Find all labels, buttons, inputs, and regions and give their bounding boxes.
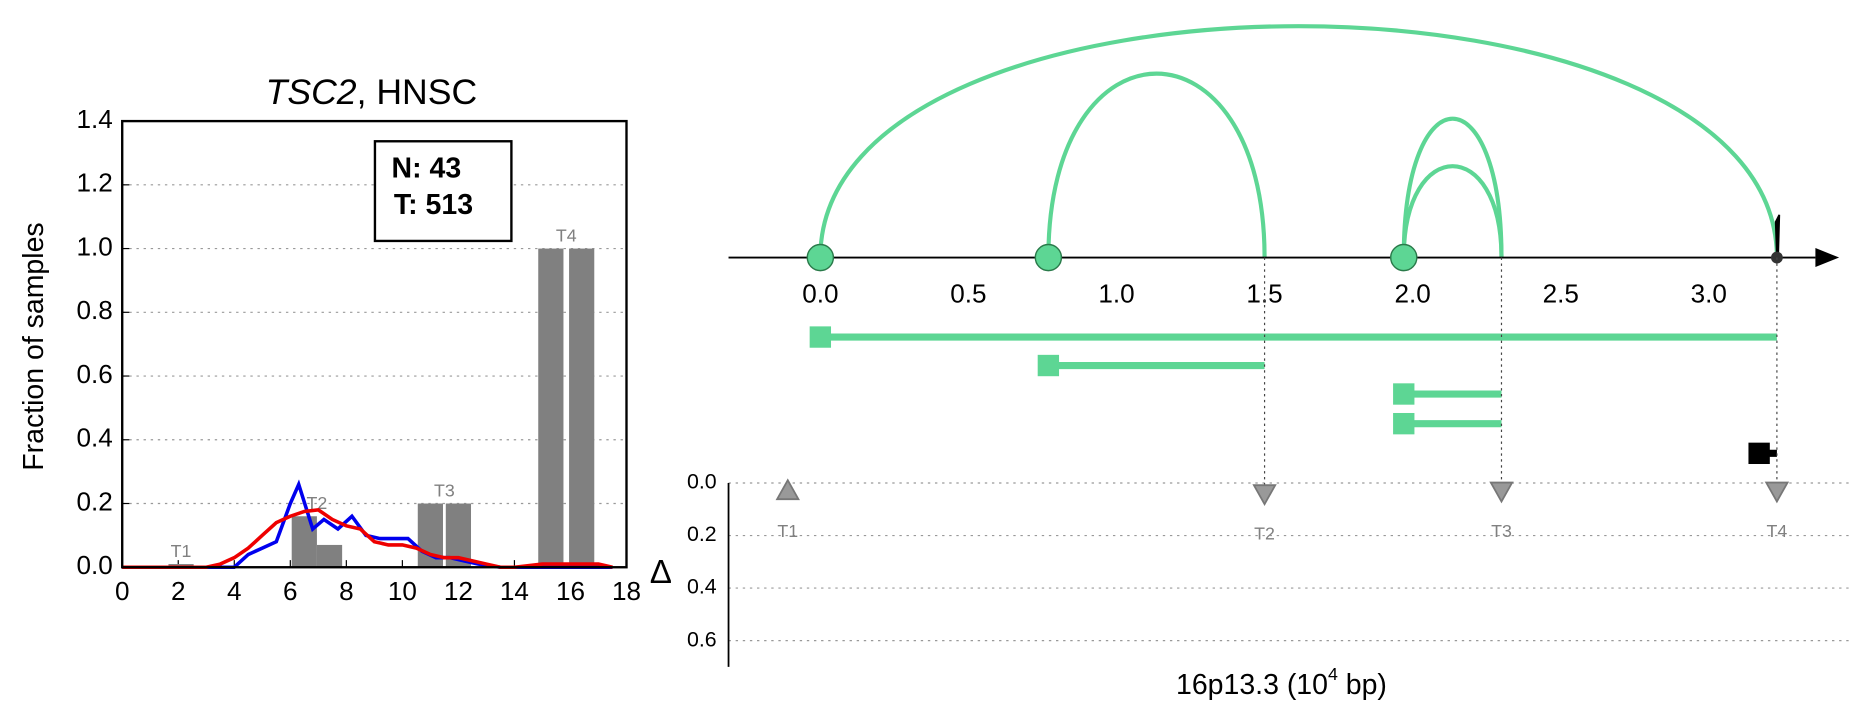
breakpoint bbox=[1034, 243, 1063, 272]
bar bbox=[569, 248, 595, 568]
chart-title: TSC2, HNSC bbox=[266, 72, 478, 112]
x-tick-label: 4 bbox=[227, 576, 242, 606]
marker-label: T2 bbox=[1254, 524, 1275, 544]
bar-group-label: T3 bbox=[434, 480, 455, 500]
arc bbox=[1401, 164, 1504, 258]
y-tick-label: 0.6 bbox=[76, 359, 112, 389]
arc bbox=[1046, 71, 1267, 258]
x-tick-label: 0.5 bbox=[950, 278, 986, 308]
marker bbox=[1489, 481, 1514, 504]
segment-start bbox=[1393, 383, 1415, 405]
bar-group-label: T1 bbox=[171, 541, 192, 561]
segment-start bbox=[809, 326, 832, 348]
bar bbox=[538, 248, 564, 568]
arc bbox=[1401, 116, 1504, 258]
x-label-part: bp) bbox=[1338, 668, 1387, 700]
x-tick-label: 0 bbox=[115, 576, 130, 606]
x-tick-label: 16 bbox=[556, 576, 585, 606]
delta-axis-label: Δ bbox=[650, 554, 672, 591]
x-tick-label: 18 bbox=[612, 576, 641, 606]
x-tick-label: 0.0 bbox=[802, 278, 838, 308]
segment-start bbox=[1748, 442, 1770, 465]
y-tick-label: 0.4 bbox=[687, 575, 717, 599]
y-tick-label: 1.0 bbox=[76, 231, 112, 261]
annotation-box bbox=[373, 140, 513, 243]
x-label-exponent: 4 bbox=[1328, 664, 1338, 684]
line-series bbox=[122, 479, 613, 570]
x-tick-label: 8 bbox=[339, 576, 354, 606]
x-tick-label: 3.0 bbox=[1691, 278, 1727, 308]
segment-start bbox=[1393, 412, 1415, 435]
x-axis-label: 16p13.3 (104 bp) bbox=[1176, 664, 1387, 700]
x-tick-label: 6 bbox=[283, 576, 298, 606]
y-tick-label: 1.2 bbox=[76, 168, 112, 198]
breakpoint bbox=[806, 243, 835, 272]
terminal-spike bbox=[1774, 214, 1781, 258]
annotation-text: N: 43 bbox=[392, 152, 462, 184]
bar bbox=[291, 516, 317, 568]
marker-label: T1 bbox=[777, 521, 798, 541]
y-tick-label: 0.2 bbox=[687, 522, 717, 546]
marker bbox=[1252, 484, 1277, 506]
title-gene: TSC2 bbox=[266, 72, 357, 112]
x-tick-label: 2.0 bbox=[1394, 278, 1430, 308]
y-tick-label: 0.4 bbox=[76, 423, 112, 453]
bar-group-label: T4 bbox=[556, 225, 577, 245]
x-label-part: 16p13.3 (10 bbox=[1176, 668, 1328, 700]
x-tick-label: 10 bbox=[388, 576, 417, 606]
title-rest: , HNSC bbox=[357, 72, 478, 112]
bar bbox=[316, 544, 343, 568]
x-tick-label: 2 bbox=[171, 576, 186, 606]
breakpoint bbox=[1389, 243, 1418, 272]
annotation-text: T: 513 bbox=[394, 189, 473, 221]
marker-label: T4 bbox=[1767, 521, 1788, 541]
plot-frame bbox=[121, 119, 628, 569]
y-tick-label: 0.6 bbox=[687, 627, 717, 651]
x-tick-label: 14 bbox=[500, 576, 529, 606]
bar-group-label: T2 bbox=[307, 493, 328, 513]
y-tick-label: 0.0 bbox=[687, 470, 717, 494]
marker bbox=[1764, 481, 1790, 504]
y-tick-label: 0.2 bbox=[76, 486, 112, 516]
y-tick-label: 0.0 bbox=[76, 550, 112, 580]
x-tick-label: 12 bbox=[444, 576, 473, 606]
arc bbox=[818, 24, 1779, 258]
y-tick-label: 0.8 bbox=[76, 295, 112, 325]
marker-label: T3 bbox=[1491, 521, 1512, 541]
axis-arrow bbox=[1815, 248, 1840, 268]
x-tick-label: 2.5 bbox=[1543, 278, 1579, 308]
marker bbox=[775, 478, 800, 501]
y-axis-label: Fraction of samples bbox=[18, 222, 50, 470]
y-tick-label: 1.4 bbox=[76, 104, 112, 134]
segment-start bbox=[1037, 354, 1060, 377]
x-tick-label: 1.0 bbox=[1098, 278, 1134, 308]
